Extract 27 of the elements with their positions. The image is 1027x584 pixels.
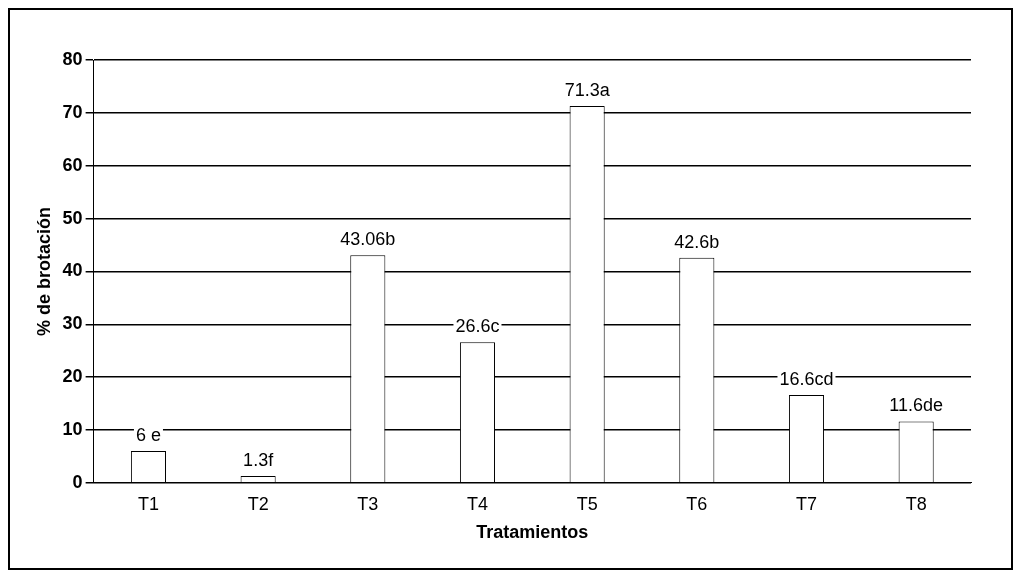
- data-label: 71.3a: [564, 79, 611, 100]
- x-tick-label: T7: [795, 493, 817, 514]
- y-tick-label: 0: [72, 471, 83, 492]
- y-tick-label: 50: [62, 207, 83, 228]
- y-tick-label: 30: [62, 313, 83, 334]
- data-label: 16.6cd: [779, 369, 834, 390]
- y-tick-label: 60: [62, 154, 83, 175]
- data-label: 1.3f: [243, 449, 275, 470]
- x-tick-label: T8: [905, 493, 927, 514]
- data-label: 42.6b: [674, 231, 720, 252]
- data-label: 11.6de: [889, 395, 944, 416]
- y-tick-label: 70: [62, 101, 83, 122]
- y-axis-title: % de brotación: [33, 206, 54, 336]
- data-label: 43.06b: [340, 229, 396, 250]
- x-tick-label: T6: [686, 493, 708, 514]
- data-label: 6 e: [135, 425, 161, 446]
- x-tick-label: T4: [466, 493, 488, 514]
- x-axis-title: Tratamientos: [476, 522, 589, 543]
- x-tick-label: T3: [357, 493, 379, 514]
- y-tick-label: 80: [62, 48, 83, 69]
- x-tick-label: T1: [137, 493, 159, 514]
- y-tick-label: 40: [62, 260, 83, 281]
- data-label: 26.6c: [455, 316, 500, 337]
- y-tick-label: 20: [62, 366, 83, 387]
- x-tick-label: T5: [576, 493, 598, 514]
- x-tick-label: T2: [247, 493, 269, 514]
- y-tick-label: 10: [62, 418, 83, 439]
